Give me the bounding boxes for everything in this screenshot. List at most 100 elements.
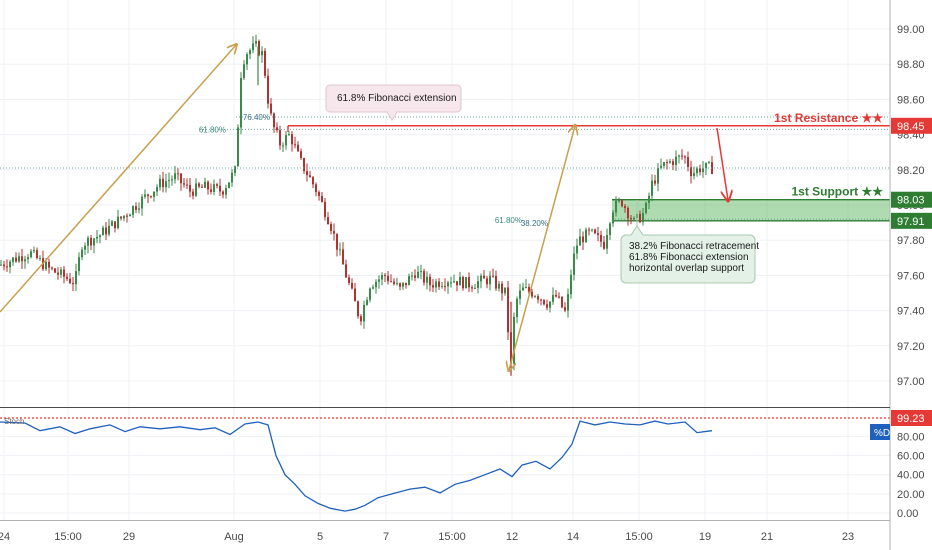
candle	[633, 216, 635, 221]
support-bottom-price-tag-bg	[891, 212, 932, 229]
candle	[177, 168, 179, 181]
candle-body	[417, 271, 419, 278]
stoch-d-line	[0, 420, 713, 512]
candle	[315, 182, 317, 197]
candle	[108, 218, 110, 237]
candle-body	[627, 208, 629, 219]
candle	[345, 259, 347, 278]
candle-body	[18, 256, 20, 262]
candle	[480, 273, 482, 289]
candle	[675, 150, 677, 171]
candle-body	[540, 299, 542, 301]
candle-body	[30, 251, 32, 258]
candle-body	[396, 283, 398, 285]
candle-body	[171, 179, 173, 181]
candle	[9, 259, 11, 274]
support-top-price-tag: 98.03	[897, 195, 925, 207]
candle-body	[654, 180, 656, 184]
candle	[615, 196, 617, 217]
candle-body	[144, 194, 146, 197]
candle	[594, 228, 596, 235]
candle-body	[330, 224, 332, 231]
stoch-tick-label: 40.00	[897, 470, 925, 482]
candle-body	[243, 64, 245, 78]
candle-body	[303, 157, 305, 172]
candle	[390, 274, 392, 283]
candle	[51, 266, 53, 271]
candle-body	[24, 259, 26, 262]
candle-body	[570, 274, 572, 295]
candle-body	[708, 162, 710, 164]
candle-body	[588, 229, 590, 231]
candle	[183, 178, 185, 188]
candle-body	[87, 237, 89, 246]
fib-label: 61.80%	[199, 125, 226, 134]
candle-body	[702, 168, 704, 173]
candle-body	[519, 290, 521, 299]
candle-body	[174, 173, 176, 180]
candle	[501, 281, 503, 301]
candle	[84, 242, 86, 256]
candle-body	[339, 249, 341, 251]
candle-body	[204, 181, 206, 188]
candle-body	[633, 217, 635, 220]
candle-body	[699, 168, 701, 173]
candle-body	[153, 191, 155, 197]
candle	[513, 312, 515, 371]
candle-body	[501, 283, 503, 294]
candle	[54, 267, 56, 273]
candle	[612, 210, 614, 227]
candle-body	[123, 215, 125, 219]
candle	[312, 175, 314, 189]
candle	[261, 46, 263, 63]
candle	[81, 247, 83, 261]
candle-body	[432, 285, 434, 288]
candle	[693, 166, 695, 180]
resistance-price-tag: 98.45	[897, 121, 925, 133]
candle	[468, 272, 470, 293]
stoch-tick-label: 80.00	[897, 431, 925, 443]
candle-body	[672, 161, 674, 165]
candle	[339, 242, 341, 256]
candle	[618, 197, 620, 204]
candle	[237, 124, 239, 167]
candle-body	[693, 173, 695, 177]
candle-body	[690, 167, 692, 177]
candle-body	[186, 184, 188, 186]
candle	[405, 282, 407, 289]
candle	[144, 189, 146, 199]
candle	[159, 174, 161, 191]
candle-body	[117, 216, 119, 229]
candle	[399, 282, 401, 291]
candle-body	[666, 162, 668, 164]
candle-body	[99, 235, 101, 237]
candle	[354, 282, 356, 302]
candle	[486, 275, 488, 289]
candle	[270, 97, 272, 116]
candle	[78, 252, 80, 276]
candle-body	[639, 213, 641, 223]
candle	[72, 277, 74, 292]
candle	[597, 226, 599, 242]
candle-body	[612, 212, 614, 224]
candle	[474, 283, 476, 289]
price-tick-label: 97.60	[897, 270, 925, 282]
candle	[621, 199, 623, 208]
candle	[141, 194, 143, 216]
candle	[129, 213, 131, 217]
candle	[591, 228, 593, 232]
candle	[207, 180, 209, 195]
candle-body	[150, 196, 152, 198]
candle-body	[543, 299, 545, 305]
candle	[180, 173, 182, 191]
candle-body	[321, 195, 323, 202]
candle	[297, 141, 299, 152]
candle	[255, 34, 257, 47]
candle-body	[240, 77, 242, 128]
candle-body	[537, 296, 539, 300]
candle-body	[342, 249, 344, 265]
candle-body	[378, 279, 380, 282]
candle-body	[429, 276, 431, 286]
candle-body	[234, 166, 236, 173]
